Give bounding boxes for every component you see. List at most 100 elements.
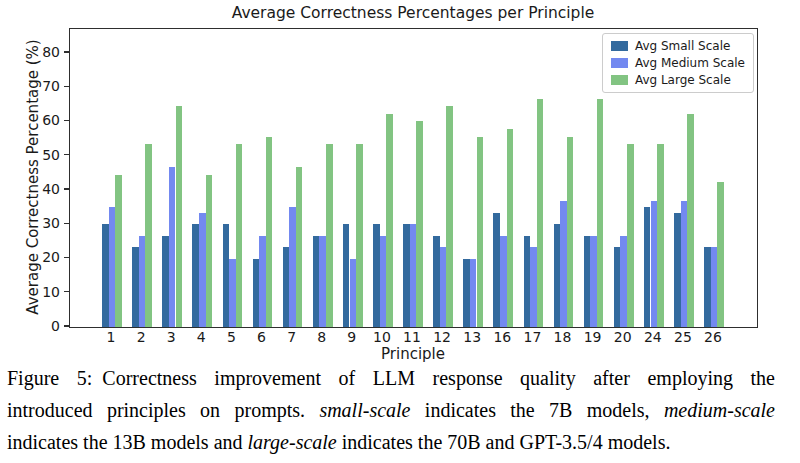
bar-avg-large-scale-p18 [567, 137, 574, 327]
bar-avg-medium-scale-p26 [711, 247, 718, 327]
bar-avg-large-scale-p9 [356, 144, 363, 327]
y-tick-mark [64, 86, 70, 87]
bar-avg-small-scale-p18 [554, 224, 561, 327]
bar-avg-small-scale-p5 [223, 224, 230, 327]
bar-avg-large-scale-p3 [176, 106, 183, 327]
caption-text: introduced principles on prompts. [7, 399, 319, 421]
bar-avg-small-scale-p11 [403, 224, 410, 327]
bar-avg-large-scale-p10 [386, 114, 393, 327]
legend-item: Avg Large Scale [611, 73, 745, 87]
bar-avg-medium-scale-p10 [380, 236, 387, 327]
x-tick-label: 5 [214, 329, 248, 345]
bar-avg-large-scale-p17 [537, 99, 544, 327]
bar-avg-large-scale-p25 [687, 114, 694, 327]
x-tick-label: 26 [696, 329, 730, 345]
bar-avg-large-scale-p11 [416, 121, 423, 327]
x-tick-label: 19 [576, 329, 610, 345]
figure-caption: Figure 5: Correctness improvement of LLM… [0, 362, 800, 458]
bar-avg-small-scale-p20 [614, 247, 621, 327]
x-tick-label: 10 [365, 329, 399, 345]
bar-avg-medium-scale-p17 [530, 247, 537, 327]
bar-avg-medium-scale-p11 [410, 224, 417, 327]
bar-avg-medium-scale-p6 [259, 236, 266, 327]
y-tick-mark [64, 325, 70, 326]
bar-avg-medium-scale-p9 [350, 259, 357, 328]
chart-title: Average Correctness Percentages per Prin… [69, 4, 757, 22]
bar-avg-large-scale-p26 [717, 182, 724, 327]
caption-italic-term: medium-scale [664, 399, 775, 421]
caption-line: indicates the 13B models and large-scale… [7, 426, 775, 458]
bar-avg-medium-scale-p8 [319, 236, 326, 327]
bar-avg-small-scale-p26 [704, 247, 711, 327]
bar-avg-small-scale-p3 [162, 236, 169, 327]
bar-avg-small-scale-p7 [283, 247, 290, 327]
legend-label: Avg Small Scale [635, 39, 730, 53]
bar-avg-large-scale-p12 [446, 106, 453, 327]
x-tick-label: 13 [455, 329, 489, 345]
bar-avg-small-scale-p17 [524, 236, 531, 327]
bar-avg-medium-scale-p25 [681, 201, 688, 327]
bar-avg-small-scale-p2 [132, 247, 139, 327]
y-tick-mark [64, 154, 70, 155]
x-axis-label: Principle [69, 345, 757, 363]
x-tick-label: 11 [395, 329, 429, 345]
bar-avg-small-scale-p10 [373, 224, 380, 327]
x-tick-label: 16 [485, 329, 519, 345]
bar-avg-small-scale-p4 [192, 224, 199, 327]
bar-avg-medium-scale-p13 [470, 259, 477, 328]
bar-avg-small-scale-p19 [584, 236, 591, 327]
bar-avg-medium-scale-p19 [590, 236, 597, 327]
caption-line: Figure 5: Correctness improvement of LLM… [7, 362, 775, 394]
y-tick-mark [64, 291, 70, 292]
bar-avg-large-scale-p16 [507, 129, 514, 327]
bar-avg-medium-scale-p4 [199, 213, 206, 327]
bar-avg-small-scale-p6 [253, 259, 260, 328]
x-tick-label: 17 [515, 329, 549, 345]
bar-avg-medium-scale-p7 [289, 207, 296, 327]
bar-avg-large-scale-p1 [115, 175, 122, 327]
x-tick-label: 6 [245, 329, 279, 345]
bar-avg-medium-scale-p24 [651, 201, 658, 327]
bar-avg-large-scale-p7 [296, 167, 303, 327]
x-tick-label: 7 [275, 329, 309, 345]
y-tick-label: 40 [26, 180, 60, 198]
legend-swatch-icon [611, 75, 628, 85]
caption-line: introduced principles on prompts. small-… [7, 394, 775, 426]
bar-avg-small-scale-p24 [644, 207, 651, 327]
caption-italic-term: small-scale [319, 399, 410, 421]
caption-italic-term: large-scale [248, 431, 337, 453]
bar-avg-small-scale-p13 [463, 259, 470, 328]
x-tick-label: 20 [606, 329, 640, 345]
y-tick-label: 50 [26, 146, 60, 164]
bar-avg-large-scale-p5 [236, 144, 243, 327]
bar-avg-large-scale-p2 [145, 144, 152, 327]
legend-swatch-icon [611, 58, 628, 68]
caption-text: indicates the 70B and GPT-3.5/4 models. [337, 431, 671, 453]
bar-avg-medium-scale-p20 [620, 236, 627, 327]
bar-avg-medium-scale-p3 [169, 167, 176, 327]
bar-avg-medium-scale-p12 [440, 247, 447, 327]
legend-item: Avg Small Scale [611, 39, 745, 53]
y-tick-label: 20 [26, 248, 60, 266]
bar-avg-large-scale-p6 [266, 137, 273, 327]
y-tick-label: 10 [26, 283, 60, 301]
bar-avg-large-scale-p19 [597, 99, 604, 327]
bar-avg-large-scale-p24 [657, 144, 664, 327]
x-tick-label: 8 [305, 329, 339, 345]
x-tick-label: 3 [154, 329, 188, 345]
bar-avg-medium-scale-p1 [109, 207, 116, 327]
bar-avg-medium-scale-p18 [560, 201, 567, 327]
x-tick-label: 12 [425, 329, 459, 345]
legend-swatch-icon [611, 41, 628, 51]
bar-avg-large-scale-p20 [627, 144, 634, 327]
y-tick-mark [64, 188, 70, 189]
y-tick-label: 30 [26, 214, 60, 232]
x-tick-label: 18 [546, 329, 580, 345]
legend: Avg Small Scale Avg Medium Scale Avg Large… [602, 33, 754, 93]
bar-avg-small-scale-p1 [102, 224, 109, 327]
caption-text: Figure 5: Correctness improvement of LLM… [7, 367, 775, 389]
legend-label: Avg Medium Scale [635, 56, 745, 70]
x-tick-label: 24 [636, 329, 670, 345]
bar-avg-small-scale-p16 [493, 213, 500, 327]
bar-avg-small-scale-p9 [343, 224, 350, 327]
